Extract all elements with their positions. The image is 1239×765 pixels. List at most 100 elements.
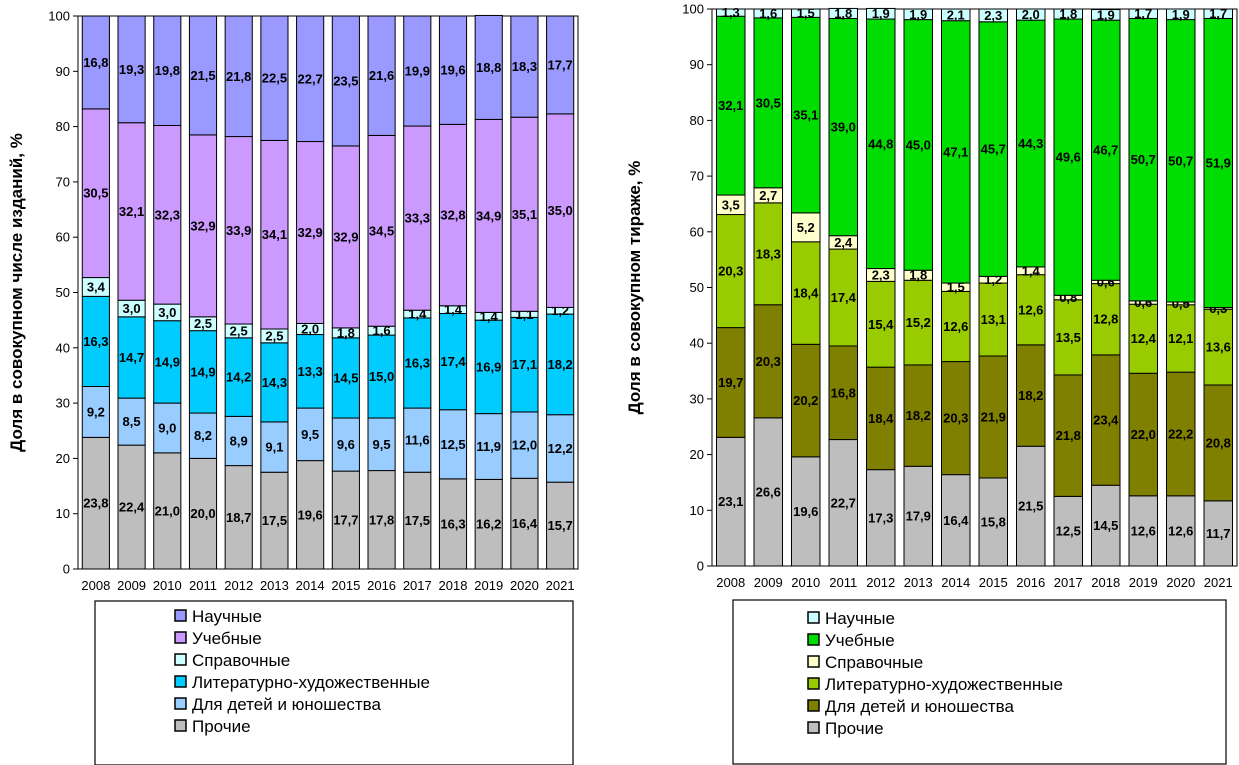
data-label: 1,9 [1097, 7, 1115, 22]
bar-segment [474, 413, 503, 480]
data-label: 2,7 [759, 188, 777, 203]
bar-segment [1166, 19, 1196, 303]
x-tick-label: 2021 [546, 578, 575, 593]
data-label: 17,7 [547, 57, 572, 72]
data-label: 20,3 [943, 411, 968, 426]
data-label: 34,9 [476, 208, 501, 223]
bar-segment [510, 411, 539, 479]
bar-segment [117, 397, 146, 446]
data-label: 21,8 [1056, 428, 1081, 443]
bar-segment [791, 212, 821, 243]
y-tick-label: 40 [690, 336, 704, 351]
bar-segment [1166, 304, 1196, 373]
bar-segment [1053, 495, 1083, 567]
bar-segment [367, 15, 396, 136]
data-label: 8,5 [123, 414, 141, 429]
bar-segment [117, 15, 146, 124]
bar-segment [260, 139, 289, 330]
bar-segment [1128, 372, 1158, 497]
bar-segment [153, 124, 182, 305]
data-label: 19,9 [405, 64, 430, 79]
data-label: 22,5 [262, 71, 287, 86]
data-label: 44,8 [868, 136, 893, 151]
data-label: 19,6 [793, 504, 818, 519]
data-label: 13,1 [981, 312, 1006, 327]
data-label: 22,0 [1131, 427, 1156, 442]
data-label: 50,7 [1131, 152, 1156, 167]
y-tick-label: 90 [56, 64, 70, 79]
x-tick-label: 2014 [941, 575, 970, 590]
bar-segment [1091, 9, 1121, 21]
data-label: 22,7 [297, 71, 322, 86]
data-label: 2,5 [194, 316, 212, 331]
x-tick-label: 2010 [153, 578, 182, 593]
legend-entry: Учебные [825, 631, 895, 650]
bar-segment [903, 364, 933, 467]
legend-entry: Литературно-художественные [825, 675, 1063, 694]
y-tick-label: 60 [56, 230, 70, 245]
bar-segment [1203, 500, 1233, 567]
y-tick-label: 80 [56, 119, 70, 134]
y-tick-label: 20 [690, 447, 704, 462]
data-label: 15,8 [981, 514, 1006, 529]
bar-segment [978, 8, 1008, 23]
data-label: 13,6 [1206, 340, 1231, 355]
legend-swatch [174, 609, 187, 622]
bar-segment [331, 470, 360, 570]
y-tick-label: 50 [690, 280, 704, 295]
bar-segment [188, 134, 218, 318]
data-label: 17,8 [369, 512, 394, 527]
data-label: 20,8 [1206, 435, 1231, 450]
data-label: 21,5 [1018, 499, 1043, 514]
y-tick-label: 10 [690, 503, 704, 518]
y-tick-label: 10 [56, 506, 70, 521]
bar-segment [1016, 344, 1046, 447]
data-label: 23,1 [718, 494, 743, 509]
bar-segment [1053, 18, 1083, 296]
data-label: 11,9 [476, 439, 501, 454]
bar-segment [716, 214, 746, 329]
bar-segment [331, 15, 360, 147]
data-label: 32,8 [440, 208, 465, 223]
x-tick-label: 2021 [1204, 575, 1233, 590]
x-tick-label: 2008 [716, 575, 745, 590]
data-label: 3,5 [722, 197, 740, 212]
y-tick-label: 30 [690, 391, 704, 406]
data-label: 44,3 [1018, 136, 1043, 151]
data-label: 1,7 [1134, 6, 1152, 21]
data-label: 3,0 [158, 305, 176, 320]
bar-segment [1016, 445, 1046, 567]
data-label: 30,5 [83, 186, 108, 201]
data-label: 1,9 [1172, 7, 1190, 22]
data-label: 2,5 [230, 323, 248, 338]
data-label: 2,0 [301, 321, 319, 336]
data-label: 50,7 [1168, 153, 1193, 168]
bar-segment [117, 316, 146, 399]
bar-segment [81, 386, 110, 438]
data-label: 1,8 [909, 268, 927, 283]
data-label: 17,5 [262, 513, 287, 528]
data-label: 34,5 [369, 223, 394, 238]
data-label: 17,5 [405, 513, 430, 528]
data-label: 17,4 [831, 290, 857, 305]
x-tick-label: 2014 [296, 578, 325, 593]
bar-segment [81, 108, 110, 279]
data-label: 14,2 [226, 370, 251, 385]
bar-segment [903, 19, 933, 271]
legend-swatch [174, 697, 187, 710]
data-label: 16,8 [831, 385, 856, 400]
bar-segment [224, 337, 253, 417]
bar-segment [153, 402, 182, 454]
legend-entry: Справочные [192, 651, 290, 670]
data-label: 23,4 [1093, 413, 1119, 428]
bar-segment [438, 15, 468, 125]
bar-segment [1053, 374, 1083, 497]
data-label: 21,5 [190, 68, 215, 83]
x-tick-label: 2017 [1054, 575, 1083, 590]
y-tick-label: 100 [48, 9, 70, 24]
x-tick-label: 2017 [403, 578, 432, 593]
legend-swatch [807, 633, 820, 646]
bar-segment [260, 342, 289, 423]
bar-segment [828, 345, 858, 441]
bar-segment [81, 436, 110, 570]
